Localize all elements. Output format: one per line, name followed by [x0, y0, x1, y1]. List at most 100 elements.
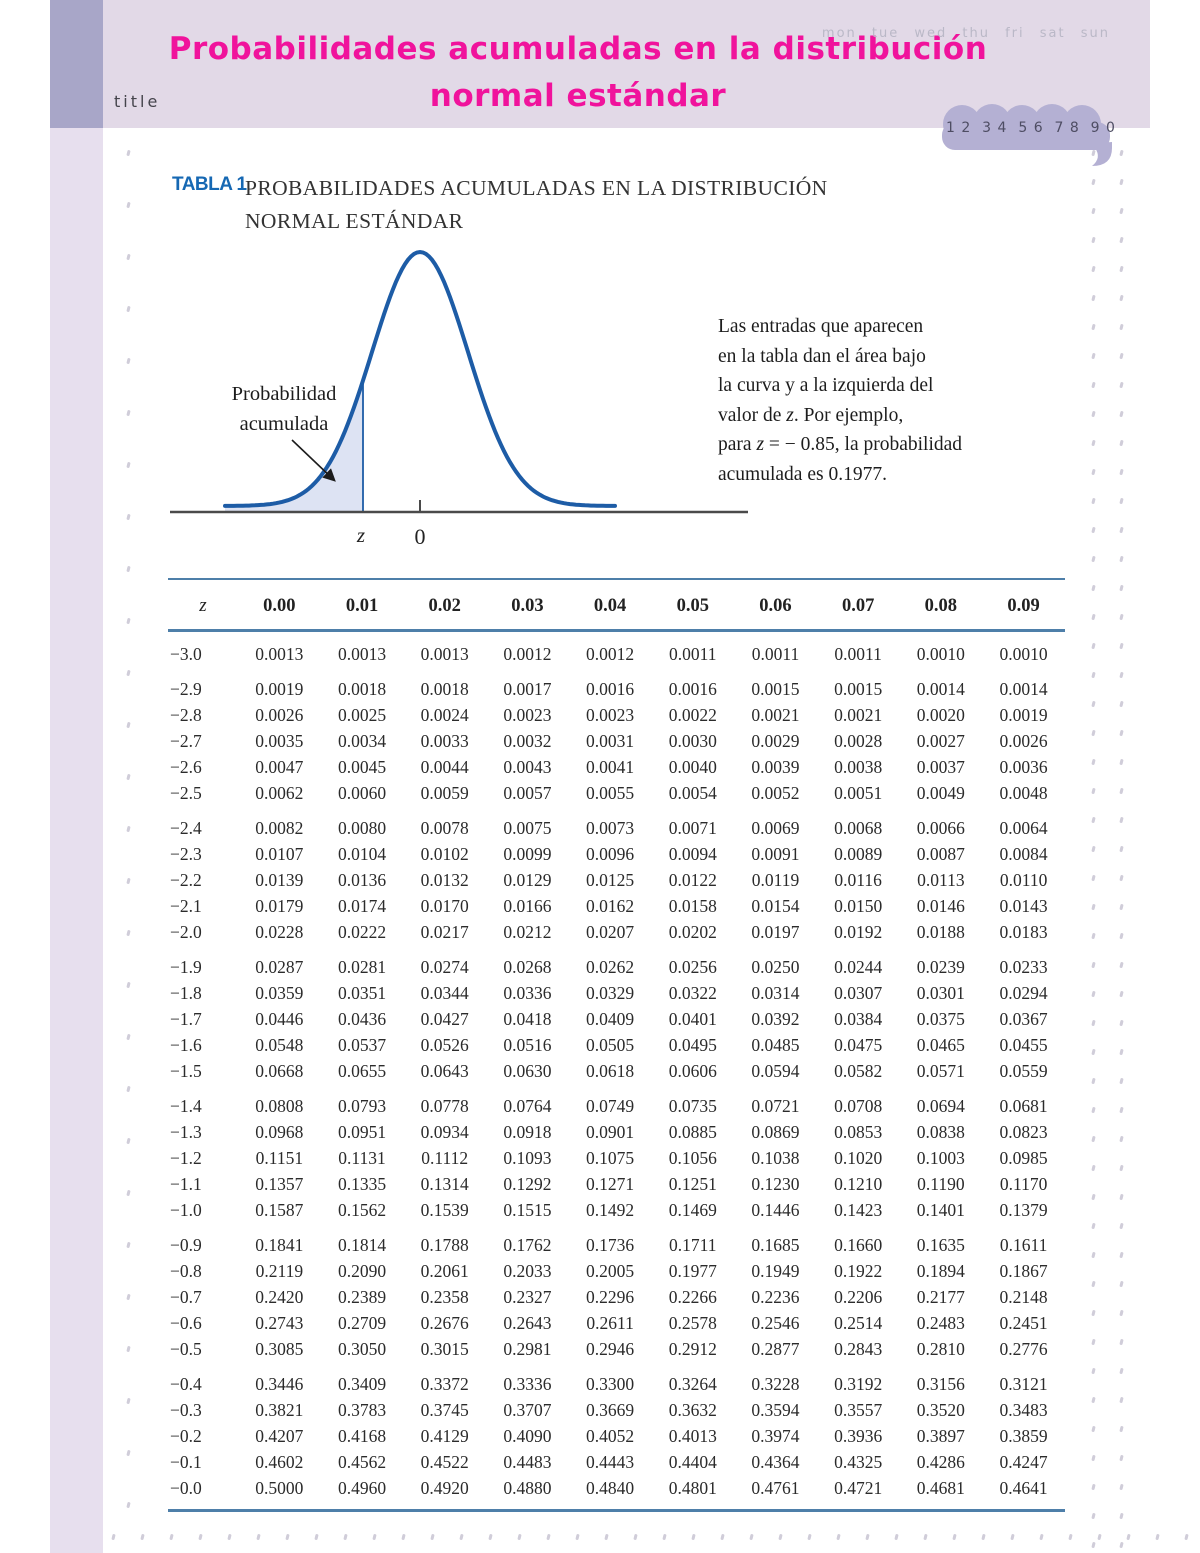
- prob-cell: 0.0057: [503, 782, 552, 803]
- prob-cell: 0.3483: [999, 1399, 1048, 1420]
- tick-dot: [1119, 700, 1124, 708]
- prob-cell: 0.0287: [255, 956, 304, 977]
- prob-cell: 0.0618: [586, 1060, 635, 1081]
- prob-cell: 0.1379: [999, 1199, 1048, 1220]
- table-row: −0.3 0.3821 0.3783 0.3745 0.3707 0.3669 0.3632…: [168, 1397, 1065, 1423]
- tick-dot: [488, 1533, 493, 1541]
- tick-dot: [1119, 1077, 1124, 1085]
- tick-dot: [1119, 1425, 1124, 1433]
- note-title-line2: normal estándar: [429, 78, 727, 114]
- tick-dot: [1091, 1251, 1096, 1259]
- prob-cell: 0.0212: [503, 921, 552, 942]
- prob-cell: 0.0162: [586, 895, 635, 916]
- tick-dot: [126, 513, 131, 521]
- tick-dot: [1119, 816, 1124, 824]
- col-header: 0.09: [982, 579, 1065, 632]
- prob-cell: 0.3594: [751, 1399, 800, 1420]
- prob-cell: 0.1446: [751, 1199, 800, 1220]
- prob-cell: 0.0537: [337, 1034, 387, 1055]
- prob-cell: 0.1841: [255, 1234, 304, 1255]
- col-header: 0.07: [816, 579, 900, 632]
- note-title-line1: Probabilidades acumuladas en la distribu…: [168, 31, 988, 67]
- prob-cell: 0.0110: [999, 869, 1048, 890]
- tick-dot: [517, 1533, 522, 1541]
- prob-cell: 0.1922: [834, 1260, 883, 1281]
- tick-dot: [1091, 497, 1096, 505]
- normal-curve-figure: Probabilidad acumulada z 0 Las entradas …: [170, 240, 1070, 555]
- tick-dot: [285, 1533, 290, 1541]
- prob-cell: 0.0192: [834, 921, 883, 942]
- prob-cell: 0.3264: [668, 1373, 717, 1394]
- col-header: 0.01: [320, 579, 404, 632]
- z-cell: −2.7: [170, 730, 202, 751]
- prob-cell: 0.4090: [503, 1425, 552, 1446]
- prob-cell: 0.0571: [916, 1060, 965, 1081]
- col-header-z: z: [168, 579, 238, 632]
- prob-cell: 0.0329: [586, 982, 635, 1003]
- z-cell: −1.4: [170, 1095, 202, 1116]
- prob-cell: 0.3859: [999, 1425, 1048, 1446]
- prob-cell: 0.0026: [999, 730, 1048, 751]
- table-row: −2.3 0.0107 0.0104 0.0102 0.0099 0.0096 0.0094…: [168, 841, 1065, 867]
- prob-cell: 0.0107: [255, 843, 304, 864]
- prob-cell: 0.0708: [834, 1095, 883, 1116]
- tick-dot: [1119, 1251, 1124, 1259]
- prob-cell: 0.0465: [916, 1034, 965, 1055]
- tick-dot: [227, 1533, 232, 1541]
- tick-dot: [1091, 816, 1096, 824]
- prob-cell: 0.0197: [751, 921, 800, 942]
- tick-dot: [894, 1533, 899, 1541]
- tick-dot: [126, 253, 131, 261]
- prob-cell: 0.0033: [420, 730, 469, 751]
- prob-cell: 0.4364: [751, 1451, 800, 1472]
- z-cell: −2.0: [170, 921, 202, 942]
- tick-dot: [126, 981, 131, 989]
- prob-cell: 0.0040: [668, 756, 717, 777]
- prob-cell: 0.3745: [420, 1399, 469, 1420]
- prob-cell: 0.0630: [503, 1060, 552, 1081]
- prob-cell: 0.0367: [999, 1008, 1048, 1029]
- tick-dot: [1119, 1309, 1124, 1317]
- prob-cell: 0.4840: [586, 1477, 635, 1498]
- prob-cell: 0.0018: [337, 678, 387, 699]
- prob-cell: 0.1492: [586, 1199, 635, 1220]
- prob-cell: 0.0228: [255, 921, 304, 942]
- tick-dot: [1119, 352, 1124, 360]
- tick-dot: [1091, 526, 1096, 534]
- tick-dot: [1119, 787, 1124, 795]
- z-cell: −0.9: [170, 1234, 202, 1255]
- table-row: −2.1 0.0179 0.0174 0.0170 0.0166 0.0162 0.0158…: [168, 893, 1065, 919]
- prob-cell: 0.0049: [916, 782, 965, 803]
- prob-cell: 0.0104: [337, 843, 387, 864]
- tick-dot: [1119, 555, 1124, 563]
- prob-cell: 0.0901: [586, 1121, 635, 1142]
- tick-dot: [126, 565, 131, 573]
- prob-cell: 0.2912: [668, 1338, 717, 1359]
- prob-cell: 0.0250: [751, 956, 800, 977]
- prob-cell: 0.1539: [420, 1199, 469, 1220]
- prob-cell: 0.4483: [503, 1451, 552, 1472]
- figure-caption-line: para z = − 0.85, la probabilidad: [718, 434, 963, 455]
- prob-cell: 0.0082: [255, 817, 304, 838]
- tick-dot: [126, 825, 131, 833]
- tick-dot: [126, 409, 131, 417]
- prob-cell: 0.4920: [420, 1477, 469, 1498]
- prob-cell: 0.0606: [668, 1060, 717, 1081]
- prob-cell: 0.0011: [751, 643, 800, 664]
- prob-cell: 0.0951: [337, 1121, 387, 1142]
- tick-dot: [1119, 932, 1124, 940]
- prob-cell: 0.0039: [751, 756, 800, 777]
- col-header: 0.03: [486, 579, 569, 632]
- prob-cell: 0.0038: [834, 756, 883, 777]
- prob-cell: 0.0036: [999, 756, 1048, 777]
- prob-cell: 0.0060: [337, 782, 387, 803]
- prob-cell: 0.1056: [668, 1147, 717, 1168]
- tick-dot: [1119, 990, 1124, 998]
- prob-cell: 0.4761: [751, 1477, 800, 1498]
- prob-cell: 0.0823: [999, 1121, 1048, 1142]
- prob-cell: 0.0029: [751, 730, 800, 751]
- prob-cell: 0.0073: [586, 817, 635, 838]
- tick-dot: [126, 669, 131, 677]
- prob-cell: 0.0122: [668, 869, 717, 890]
